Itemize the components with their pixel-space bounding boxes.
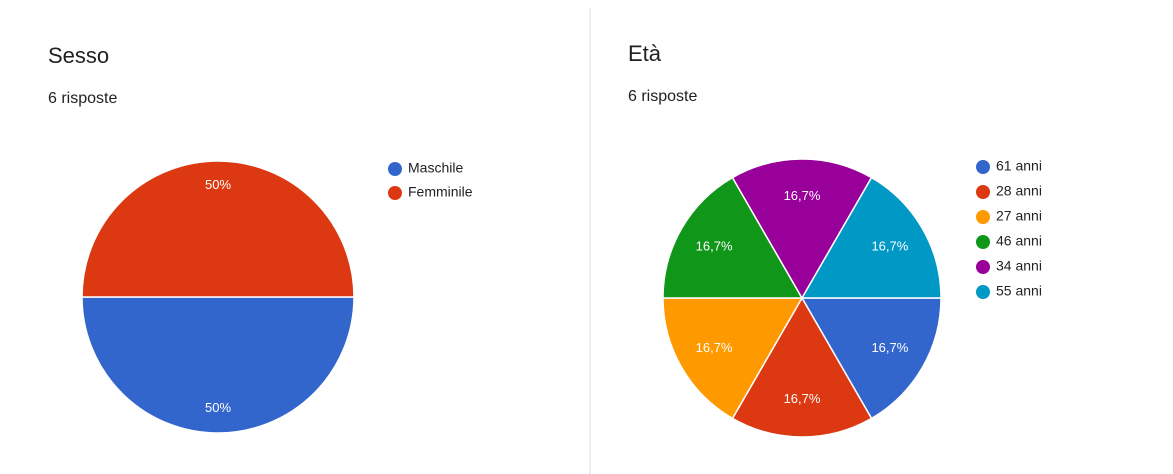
legend-swatch bbox=[976, 260, 990, 274]
legend-label: 55 anni bbox=[996, 283, 1042, 299]
pie-slice bbox=[81, 296, 355, 434]
legend-label: Femminile bbox=[408, 184, 473, 200]
card-title: Sesso bbox=[48, 43, 109, 68]
slice-label: 16,7% bbox=[784, 391, 821, 406]
pie-slice bbox=[731, 158, 873, 300]
legend-swatch bbox=[976, 285, 990, 299]
legend-swatch bbox=[976, 160, 990, 174]
slice-label: 50% bbox=[205, 400, 231, 415]
legend-label: 61 anni bbox=[996, 158, 1042, 174]
pie-slice bbox=[800, 297, 942, 420]
slice-label: 16,7% bbox=[871, 239, 908, 254]
slice-label: 50% bbox=[205, 177, 231, 192]
slice-label: 16,7% bbox=[696, 340, 733, 355]
response-count: 6 risposte bbox=[48, 90, 117, 107]
slice-label: 16,7% bbox=[871, 340, 908, 355]
legend-swatch bbox=[388, 162, 402, 176]
legend-label: Maschile bbox=[408, 160, 463, 176]
legend-swatch bbox=[388, 186, 402, 200]
pie-slice bbox=[662, 297, 804, 420]
response-count: 6 risposte bbox=[628, 88, 697, 105]
legend-swatch bbox=[976, 235, 990, 249]
slice-label: 16,7% bbox=[696, 239, 733, 254]
card-title: Età bbox=[628, 41, 662, 66]
pie-slice bbox=[81, 160, 355, 298]
pie-slice bbox=[662, 176, 804, 299]
legend-label: 34 anni bbox=[996, 258, 1042, 274]
pie-slice bbox=[800, 176, 942, 299]
slice-label: 16,7% bbox=[784, 188, 821, 203]
legend-label: 28 anni bbox=[996, 183, 1042, 199]
legend-label: 46 anni bbox=[996, 233, 1042, 249]
legend-label: 27 anni bbox=[996, 208, 1042, 224]
pie-slice bbox=[731, 296, 873, 438]
legend-swatch bbox=[976, 210, 990, 224]
legend-swatch bbox=[976, 185, 990, 199]
